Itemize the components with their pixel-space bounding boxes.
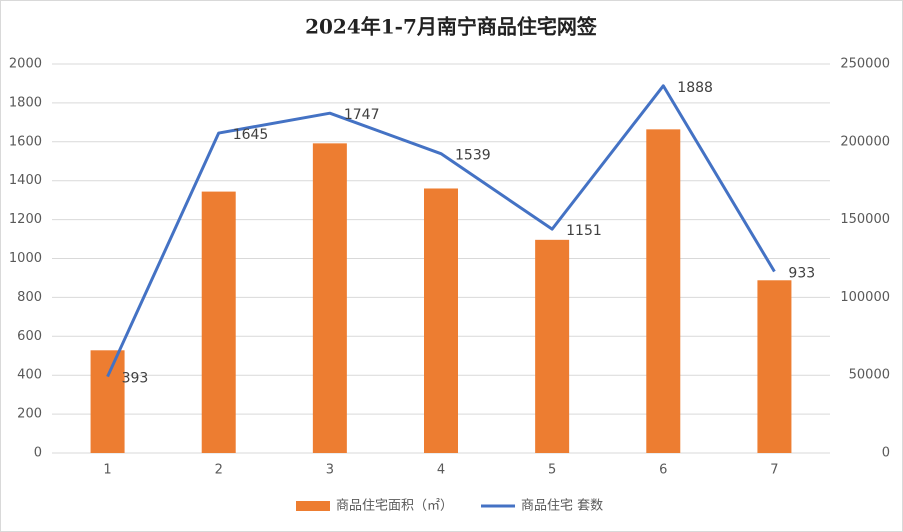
y2-tick-label: 100000 bbox=[840, 290, 890, 305]
y-tick-label: 200 bbox=[17, 407, 42, 422]
bar bbox=[201, 191, 236, 454]
y-tick-label: 2000 bbox=[9, 57, 42, 72]
y2-tick-label: 150000 bbox=[840, 212, 890, 227]
x-tick-label: 7 bbox=[770, 463, 778, 478]
y-tick-label: 0 bbox=[34, 446, 42, 461]
y2-tick-label: 250000 bbox=[840, 57, 890, 72]
line bbox=[106, 84, 776, 378]
bar bbox=[535, 239, 570, 453]
data-label: 933 bbox=[788, 266, 815, 282]
y-tick-label: 1800 bbox=[9, 95, 42, 110]
chart-title: 2024年1-7月南宁商品住宅网签 bbox=[305, 15, 598, 39]
x-tick-label: 4 bbox=[437, 463, 445, 478]
y-tick-label: 1400 bbox=[9, 173, 42, 188]
data-label: 393 bbox=[122, 371, 149, 387]
y2-tick-label: 0 bbox=[882, 446, 890, 461]
y-tick-label: 1000 bbox=[9, 251, 42, 266]
legend-swatch bbox=[296, 501, 330, 511]
x-tick-label: 6 bbox=[659, 463, 667, 478]
legend-label: 商品住宅 套数 bbox=[521, 498, 603, 514]
data-label: 1151 bbox=[566, 223, 602, 239]
bar bbox=[646, 129, 681, 454]
bar bbox=[312, 143, 347, 453]
y-tick-label: 1200 bbox=[9, 212, 42, 227]
x-tick-label: 1 bbox=[103, 463, 111, 478]
y-tick-label: 800 bbox=[17, 290, 42, 305]
y2-tick-label: 50000 bbox=[849, 368, 890, 383]
y-tick-label: 400 bbox=[17, 368, 42, 383]
x-tick-label: 2 bbox=[215, 463, 223, 478]
data-label: 1888 bbox=[677, 80, 713, 96]
data-label: 1645 bbox=[233, 127, 269, 143]
y-tick-label: 1600 bbox=[9, 134, 42, 149]
y-tick-label: 600 bbox=[17, 329, 42, 344]
data-label: 1747 bbox=[344, 107, 380, 123]
bar bbox=[424, 188, 458, 454]
legend-label: 商品住宅面积（㎡） bbox=[336, 499, 453, 514]
bar bbox=[757, 280, 792, 453]
y2-tick-label: 200000 bbox=[840, 134, 890, 149]
x-tick-label: 5 bbox=[548, 463, 556, 478]
data-label: 1539 bbox=[455, 148, 491, 164]
bar bbox=[90, 350, 125, 453]
x-tick-label: 3 bbox=[326, 463, 334, 478]
